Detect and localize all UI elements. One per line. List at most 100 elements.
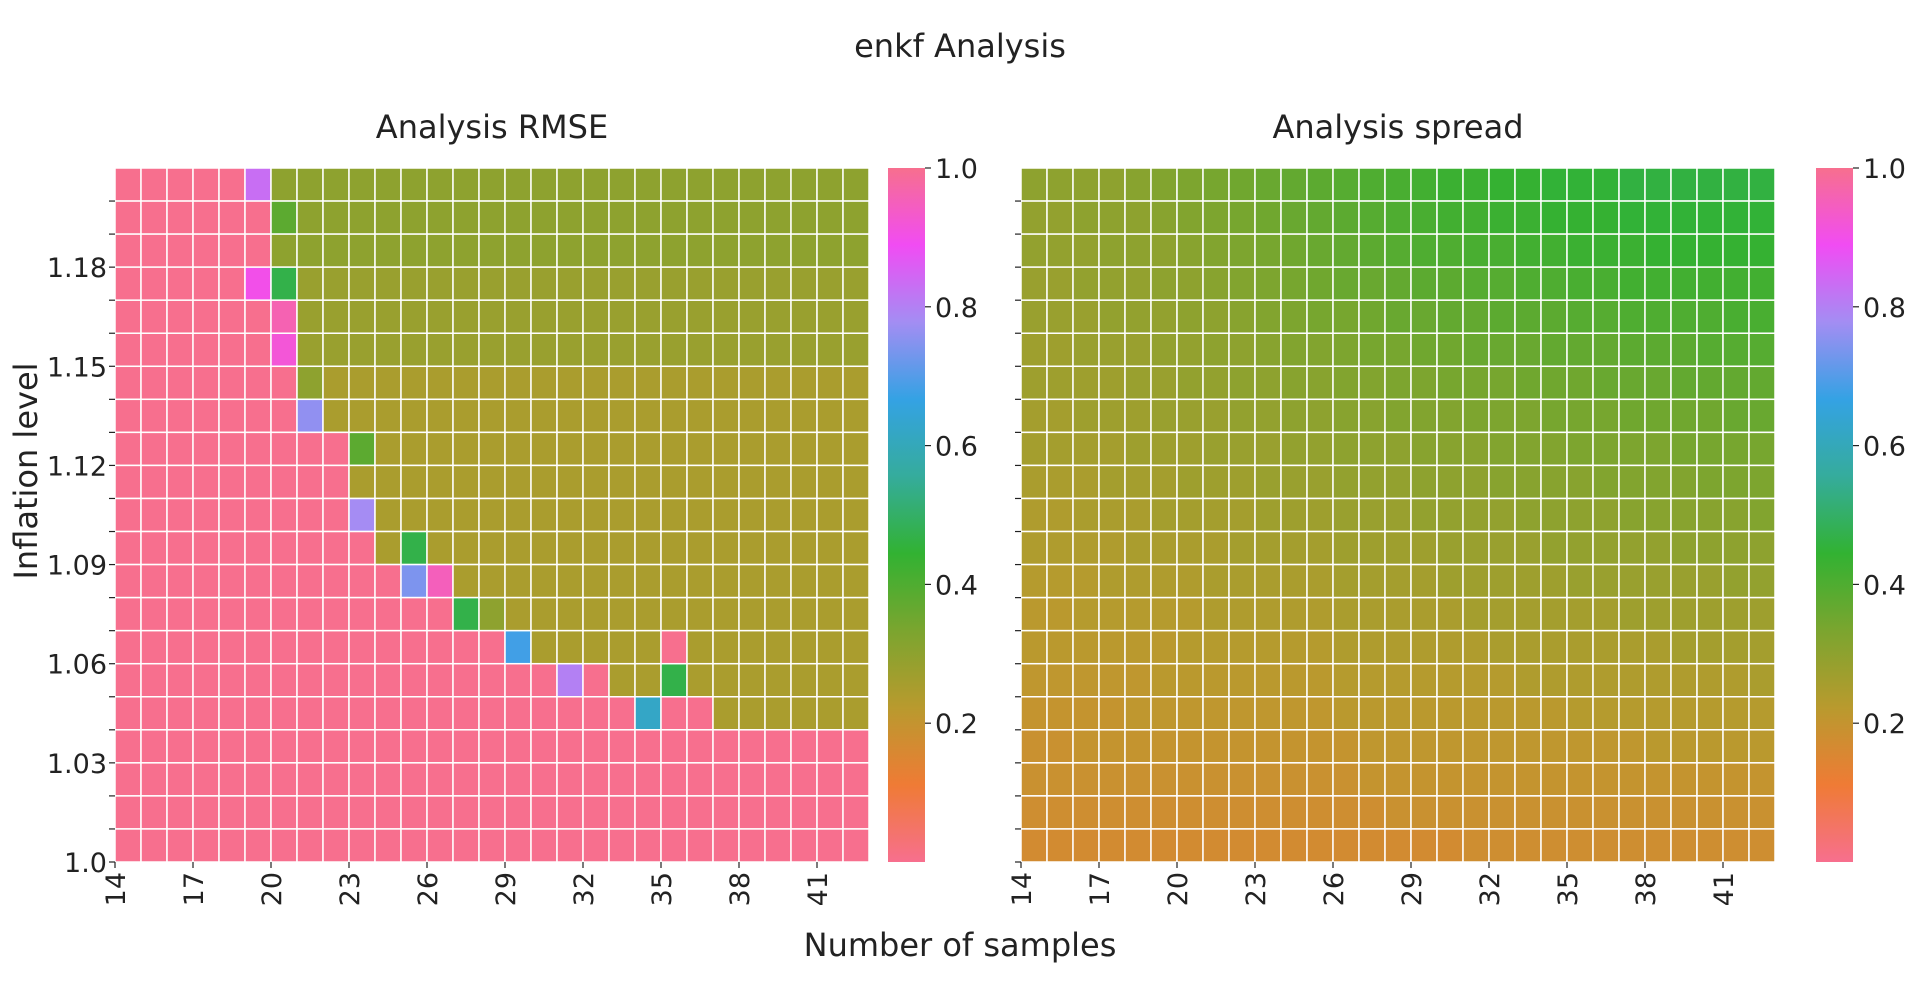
heatmap-cell bbox=[1462, 497, 1490, 533]
heatmap-cell bbox=[1592, 431, 1620, 467]
heatmap-cell bbox=[1280, 233, 1308, 268]
heatmap-cell bbox=[1540, 365, 1568, 401]
heatmap-cell bbox=[1072, 795, 1100, 830]
heatmap-cell bbox=[1384, 398, 1412, 434]
heatmap-cell bbox=[1072, 530, 1100, 566]
heatmap-cell bbox=[140, 530, 168, 566]
heatmap-cell bbox=[1098, 729, 1126, 764]
heatmap-cell bbox=[1254, 464, 1282, 500]
heatmap-cell bbox=[1540, 233, 1568, 268]
heatmap-cell bbox=[556, 233, 584, 268]
heatmap-cell bbox=[816, 795, 844, 830]
heatmap-cell bbox=[504, 464, 532, 500]
heatmap-cell bbox=[1176, 233, 1204, 268]
heatmap-cell bbox=[322, 365, 350, 401]
heatmap-cell bbox=[270, 365, 298, 401]
heatmap-cell bbox=[712, 266, 740, 301]
heatmap-cell bbox=[1020, 729, 1048, 764]
heatmap-cell bbox=[270, 629, 298, 665]
x-tick-label: 17 bbox=[1085, 872, 1116, 906]
heatmap-cell bbox=[1046, 629, 1074, 665]
heatmap-cell bbox=[166, 398, 194, 434]
heatmap-cell bbox=[374, 167, 402, 202]
heatmap-cell bbox=[1072, 563, 1100, 599]
heatmap-cell bbox=[1150, 629, 1178, 665]
heatmap-cell bbox=[842, 431, 870, 467]
heatmap-cell bbox=[1462, 662, 1490, 698]
heatmap-cell bbox=[1696, 299, 1724, 334]
heatmap-cell bbox=[1124, 662, 1152, 698]
heatmap-cell bbox=[1722, 563, 1750, 599]
heatmap-cell bbox=[1384, 762, 1412, 797]
heatmap-cell bbox=[582, 729, 610, 764]
heatmap-cell bbox=[1020, 795, 1048, 830]
heatmap-cell bbox=[1150, 530, 1178, 566]
heatmap-cell bbox=[114, 266, 142, 301]
heatmap-cell bbox=[192, 200, 220, 235]
heatmap-cell bbox=[1410, 662, 1438, 698]
heatmap-cell bbox=[556, 662, 584, 698]
heatmap-cell bbox=[504, 762, 532, 797]
heatmap-cell bbox=[166, 167, 194, 202]
heatmap-cell bbox=[556, 563, 584, 599]
heatmap-cells bbox=[1020, 167, 1776, 863]
heatmap-cell bbox=[634, 795, 662, 830]
heatmap-cell bbox=[1488, 795, 1516, 830]
heatmap-cell bbox=[218, 828, 246, 863]
heatmap-cell bbox=[1202, 464, 1230, 500]
heatmap-cell bbox=[1176, 497, 1204, 533]
heatmap-cell bbox=[634, 762, 662, 797]
heatmap-cell bbox=[582, 762, 610, 797]
heatmap-cell bbox=[114, 464, 142, 500]
heatmap-cell bbox=[400, 167, 428, 202]
heatmap-cell bbox=[1254, 233, 1282, 268]
heatmap-cell bbox=[582, 629, 610, 665]
heatmap-cell bbox=[738, 762, 766, 797]
heatmap-cell bbox=[374, 200, 402, 235]
heatmap-cell bbox=[1592, 167, 1620, 202]
heatmap-cell bbox=[504, 332, 532, 368]
heatmap-cell bbox=[842, 762, 870, 797]
heatmap-cell bbox=[842, 398, 870, 434]
heatmap-cell bbox=[660, 762, 688, 797]
heatmap-cell bbox=[1566, 464, 1594, 500]
heatmap-cell bbox=[140, 563, 168, 599]
heatmap-cell bbox=[530, 563, 558, 599]
heatmap-cell bbox=[1540, 795, 1568, 830]
heatmap-cell bbox=[374, 464, 402, 500]
heatmap-cell bbox=[686, 828, 714, 863]
heatmap-cell bbox=[686, 530, 714, 566]
heatmap-cell bbox=[712, 729, 740, 764]
heatmap-cell bbox=[400, 431, 428, 467]
heatmap-cell bbox=[504, 828, 532, 863]
heatmap-cell bbox=[400, 266, 428, 301]
heatmap-cell bbox=[1332, 200, 1360, 235]
heatmap-cell bbox=[1150, 762, 1178, 797]
heatmap-cell bbox=[218, 332, 246, 368]
heatmap-cell bbox=[530, 662, 558, 698]
heatmap-cell bbox=[790, 596, 818, 632]
heatmap-cell bbox=[556, 167, 584, 202]
heatmap-cell bbox=[1072, 497, 1100, 533]
heatmap-cell bbox=[348, 464, 376, 500]
heatmap-cell bbox=[140, 795, 168, 830]
heatmap-cell bbox=[1644, 200, 1672, 235]
heatmap-cell bbox=[1098, 266, 1126, 301]
heatmap-cell bbox=[1488, 497, 1516, 533]
heatmap-cell bbox=[426, 696, 454, 731]
heatmap-cell bbox=[1384, 332, 1412, 368]
heatmap-cell bbox=[192, 365, 220, 401]
heatmap-cell bbox=[1410, 431, 1438, 467]
heatmap-cell bbox=[322, 629, 350, 665]
heatmap-cell bbox=[1124, 431, 1152, 467]
heatmap-cell bbox=[244, 563, 272, 599]
heatmap-cell bbox=[1670, 696, 1698, 731]
heatmap-cell bbox=[1202, 497, 1230, 533]
heatmap-cell bbox=[1020, 629, 1048, 665]
heatmap-cell bbox=[1618, 332, 1646, 368]
heatmap-cell bbox=[270, 200, 298, 235]
heatmap-cell bbox=[1306, 167, 1334, 202]
heatmap-cell bbox=[1046, 596, 1074, 632]
heatmap-cell bbox=[1358, 332, 1386, 368]
